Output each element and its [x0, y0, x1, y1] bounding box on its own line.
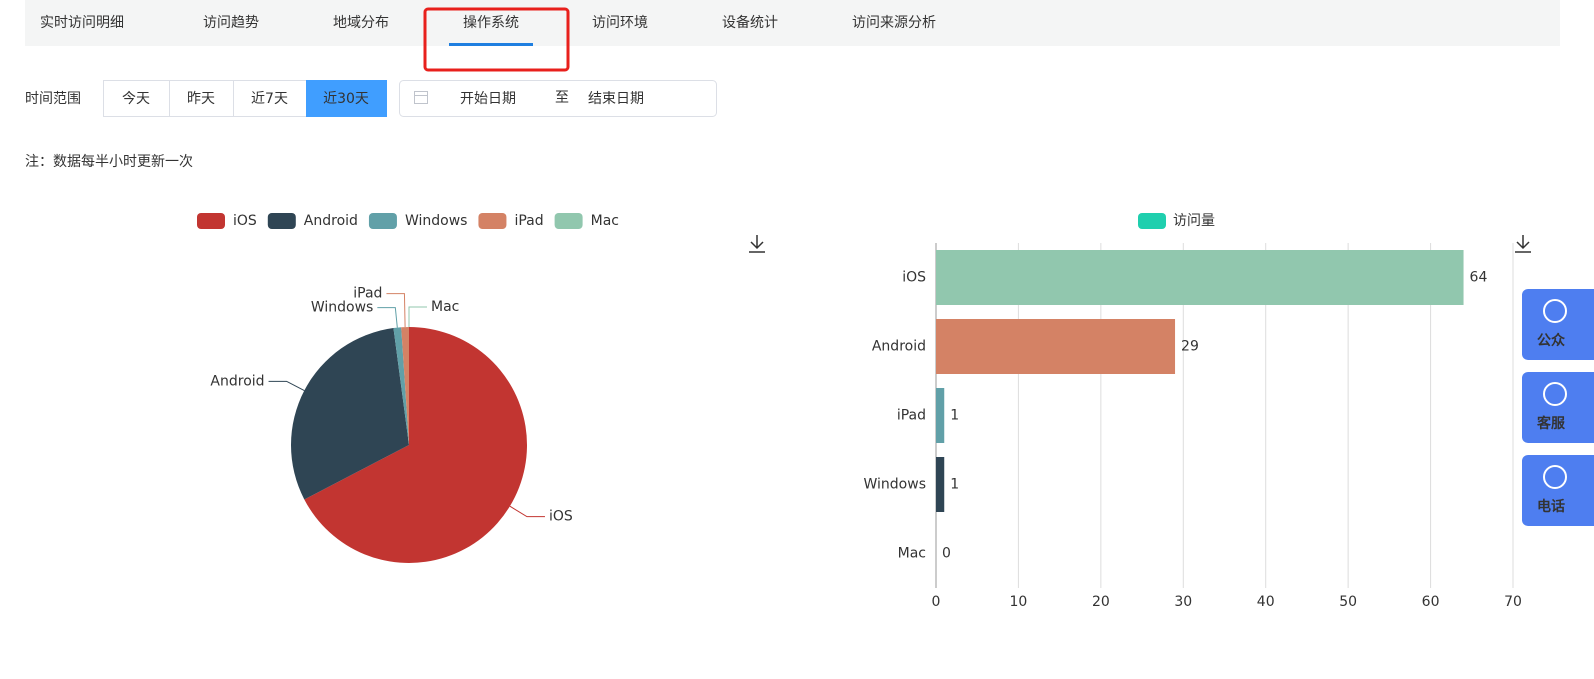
value-label: 64 — [1470, 270, 1488, 286]
legend-swatch — [267, 213, 296, 229]
tab-underline — [449, 43, 533, 46]
tab[interactable]: 地域分布 — [333, 15, 389, 31]
tab[interactable]: 访问环境 — [592, 15, 648, 31]
range-button-label[interactable]: 近7天 — [251, 91, 288, 107]
tab[interactable]: 设备统计 — [722, 14, 778, 31]
filter-label: 时间范围 — [25, 90, 81, 107]
legend-label: iOS — [233, 213, 257, 229]
legend-label: Android — [304, 213, 358, 229]
value-label: 0 — [942, 546, 951, 562]
value-label: 1 — [950, 477, 959, 493]
note: 注：数据每半小时更新一次 — [25, 154, 193, 170]
legend-swatch — [368, 213, 397, 229]
y-tick-label: Mac — [898, 546, 926, 562]
value-label: 1 — [950, 408, 959, 424]
range-button-label[interactable]: 今天 — [122, 91, 150, 107]
highlight-box — [423, 7, 570, 72]
legend-swatch — [478, 213, 507, 229]
slice-label: iOS — [549, 509, 573, 525]
download-icon[interactable] — [749, 235, 765, 253]
slice-label: Android — [210, 373, 264, 389]
x-tick-label: 0 — [932, 594, 941, 610]
leader-line — [509, 505, 545, 518]
bar — [936, 457, 945, 512]
pie-slice — [393, 327, 409, 445]
side-button-label[interactable]: 客服 — [1536, 415, 1566, 432]
tab[interactable]: 操作系统 — [463, 15, 519, 31]
side-button[interactable] — [1522, 289, 1594, 360]
tab-bar — [25, 0, 1560, 46]
start-date-input[interactable]: 开始日期 — [460, 91, 516, 107]
bar — [936, 319, 1176, 374]
slice-label: iPad — [353, 286, 382, 302]
leader-line — [408, 306, 427, 327]
end-date-input[interactable]: 结束日期 — [588, 91, 644, 107]
x-tick-label: 10 — [1010, 594, 1028, 610]
pie-slice — [401, 327, 409, 445]
x-tick-label: 60 — [1422, 594, 1440, 610]
side-button[interactable] — [1522, 372, 1594, 443]
side-button-icon — [1543, 382, 1567, 406]
date-separator: 至 — [555, 90, 569, 106]
pie-slice — [304, 327, 527, 563]
side-button-icon — [1543, 465, 1567, 489]
y-tick-label: iPad — [897, 408, 926, 424]
slice-label: Mac — [431, 299, 459, 315]
bar — [936, 388, 945, 443]
x-tick-label: 70 — [1504, 594, 1522, 610]
y-tick-label: Android — [872, 339, 926, 355]
legend-label: iPad — [514, 213, 543, 229]
value-label: 29 — [1181, 339, 1199, 355]
x-tick-label: 40 — [1257, 594, 1275, 610]
range-button-label[interactable]: 昨天 — [187, 91, 215, 107]
side-button-label[interactable]: 电话 — [1537, 498, 1565, 515]
bar — [936, 250, 1464, 305]
side-button[interactable] — [1522, 455, 1594, 526]
y-tick-label: iOS — [902, 270, 926, 286]
x-tick-label: 50 — [1339, 594, 1357, 610]
legend-label: 访问量 — [1173, 213, 1215, 229]
download-icon[interactable] — [1515, 235, 1531, 253]
range-button-label[interactable]: 近30天 — [323, 91, 369, 107]
calendar-icon — [414, 91, 428, 104]
tab[interactable]: 访问趋势 — [203, 15, 259, 31]
side-button-label[interactable]: 公众 — [1537, 332, 1565, 349]
date-range-picker[interactable] — [399, 80, 717, 117]
pie-slice — [291, 328, 409, 500]
range-button[interactable] — [103, 80, 170, 117]
y-tick-label: Windows — [864, 477, 927, 493]
tab[interactable]: 实时访问明细 — [40, 15, 124, 31]
x-tick-label: 20 — [1092, 594, 1110, 610]
side-button-icon — [1543, 299, 1567, 323]
leader-line — [386, 293, 406, 328]
legend-label: Mac — [591, 213, 619, 229]
legend-swatch — [1138, 213, 1166, 229]
legend-swatch — [554, 213, 583, 229]
x-tick-label: 30 — [1174, 594, 1192, 610]
slice-label: Windows — [311, 300, 374, 316]
legend-label: Windows — [405, 213, 468, 229]
range-button[interactable] — [306, 80, 387, 117]
tab[interactable]: 访问来源分析 — [852, 15, 936, 31]
leader-line — [377, 307, 398, 328]
legend-swatch — [197, 213, 225, 229]
leader-line — [268, 380, 305, 392]
